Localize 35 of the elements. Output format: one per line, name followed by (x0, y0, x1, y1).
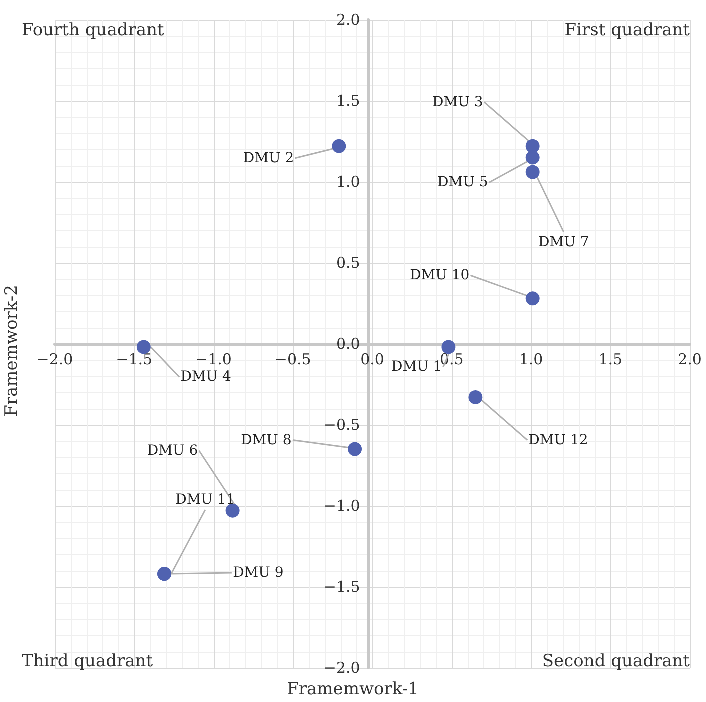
annotation: Third quadrant (22, 652, 154, 672)
x-axis-title: Framemwork-1 (287, 680, 419, 700)
x-tick-label: −1.5 (116, 350, 153, 368)
annotation: Fourth quadrant (22, 20, 164, 40)
annotation: DMU 5 (438, 174, 488, 191)
annotation: DMU 1 (392, 359, 442, 376)
y-axis-title: Framemwork-2 (2, 285, 22, 417)
y-tick-label: −2.0 (324, 659, 360, 677)
annotation: DMU 9 (233, 565, 284, 582)
y-tick-label: −1.5 (324, 578, 360, 596)
x-tick-label: −2.0 (36, 350, 74, 368)
annotation: DMU 2 (243, 150, 294, 166)
annotation: First quadrant (564, 20, 690, 40)
annotation: DMU 6 (147, 442, 198, 459)
annotation: DMU 11 (176, 492, 236, 508)
y-tick-label: 2.0 (336, 11, 360, 29)
y-tick-label: 0.5 (336, 254, 360, 272)
x-tick-label: −1.0 (196, 350, 232, 368)
y-tick-label: 1.0 (336, 173, 360, 191)
annotation: DMU 10 (410, 268, 470, 284)
annotation: DMU 12 (528, 432, 588, 448)
annotation: DMU 3 (432, 94, 484, 110)
x-tick-label: 0.0 (360, 350, 384, 368)
annotation: DMU 7 (538, 234, 590, 250)
annotation: DMU 8 (241, 432, 292, 448)
x-tick-label: 1.0 (519, 350, 544, 368)
x-tick-label: −0.5 (274, 350, 312, 368)
y-tick-label: −1.0 (324, 497, 360, 515)
y-tick-label: 0.0 (336, 335, 360, 353)
x-tick-label: 1.5 (598, 350, 623, 368)
y-tick-label: −0.5 (324, 416, 360, 434)
annotation: DMU 4 (180, 369, 232, 386)
x-tick-label: 2.0 (678, 350, 702, 368)
annotation: Second quadrant (542, 652, 690, 672)
y-tick-label: 1.5 (336, 92, 360, 110)
